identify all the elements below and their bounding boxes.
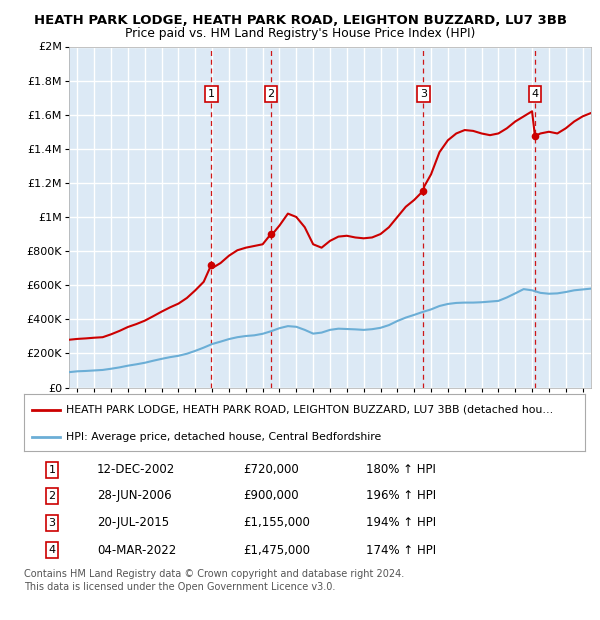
- Text: 2: 2: [49, 491, 56, 501]
- Text: 3: 3: [49, 518, 56, 528]
- Text: 194% ↑ HPI: 194% ↑ HPI: [366, 516, 436, 529]
- Text: Price paid vs. HM Land Registry's House Price Index (HPI): Price paid vs. HM Land Registry's House …: [125, 27, 475, 40]
- Text: 4: 4: [532, 89, 538, 99]
- Text: £1,155,000: £1,155,000: [243, 516, 310, 529]
- Text: 4: 4: [49, 545, 56, 555]
- Text: £1,475,000: £1,475,000: [243, 544, 310, 557]
- Text: 1: 1: [208, 89, 215, 99]
- Text: 1: 1: [49, 465, 56, 475]
- Text: £720,000: £720,000: [243, 463, 299, 476]
- Text: 20-JUL-2015: 20-JUL-2015: [97, 516, 169, 529]
- Text: 2: 2: [268, 89, 274, 99]
- Text: 3: 3: [420, 89, 427, 99]
- Text: 28-JUN-2006: 28-JUN-2006: [97, 489, 172, 502]
- Text: HPI: Average price, detached house, Central Bedfordshire: HPI: Average price, detached house, Cent…: [66, 432, 382, 442]
- Text: 04-MAR-2022: 04-MAR-2022: [97, 544, 176, 557]
- Text: 12-DEC-2002: 12-DEC-2002: [97, 463, 175, 476]
- Text: 174% ↑ HPI: 174% ↑ HPI: [366, 544, 436, 557]
- Text: HEATH PARK LODGE, HEATH PARK ROAD, LEIGHTON BUZZARD, LU7 3BB: HEATH PARK LODGE, HEATH PARK ROAD, LEIGH…: [34, 14, 566, 27]
- Text: HEATH PARK LODGE, HEATH PARK ROAD, LEIGHTON BUZZARD, LU7 3BB (detached hou…: HEATH PARK LODGE, HEATH PARK ROAD, LEIGH…: [66, 405, 553, 415]
- Text: 196% ↑ HPI: 196% ↑ HPI: [366, 489, 436, 502]
- Text: 180% ↑ HPI: 180% ↑ HPI: [366, 463, 436, 476]
- Text: Contains HM Land Registry data © Crown copyright and database right 2024.
This d: Contains HM Land Registry data © Crown c…: [24, 569, 404, 591]
- Text: £900,000: £900,000: [243, 489, 298, 502]
